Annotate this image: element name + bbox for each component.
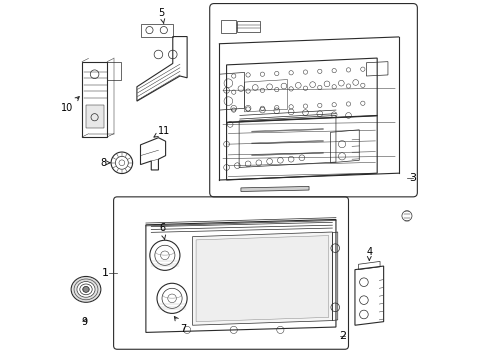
Text: 8: 8 xyxy=(100,158,110,168)
Bar xyxy=(237,22,259,32)
Polygon shape xyxy=(85,105,103,128)
Text: 11: 11 xyxy=(154,126,170,137)
Polygon shape xyxy=(241,186,308,192)
Text: 5: 5 xyxy=(158,8,164,24)
Polygon shape xyxy=(196,235,328,321)
Text: 2: 2 xyxy=(339,331,346,341)
Circle shape xyxy=(83,287,89,292)
Text: 10: 10 xyxy=(61,96,79,113)
Text: 4: 4 xyxy=(366,247,371,260)
Polygon shape xyxy=(192,232,332,325)
Bar xyxy=(221,21,235,33)
Text: 1: 1 xyxy=(102,268,109,278)
Text: 7: 7 xyxy=(174,316,186,334)
Text: 6: 6 xyxy=(159,224,165,239)
Text: 3: 3 xyxy=(408,173,415,183)
Text: 9: 9 xyxy=(81,317,88,327)
